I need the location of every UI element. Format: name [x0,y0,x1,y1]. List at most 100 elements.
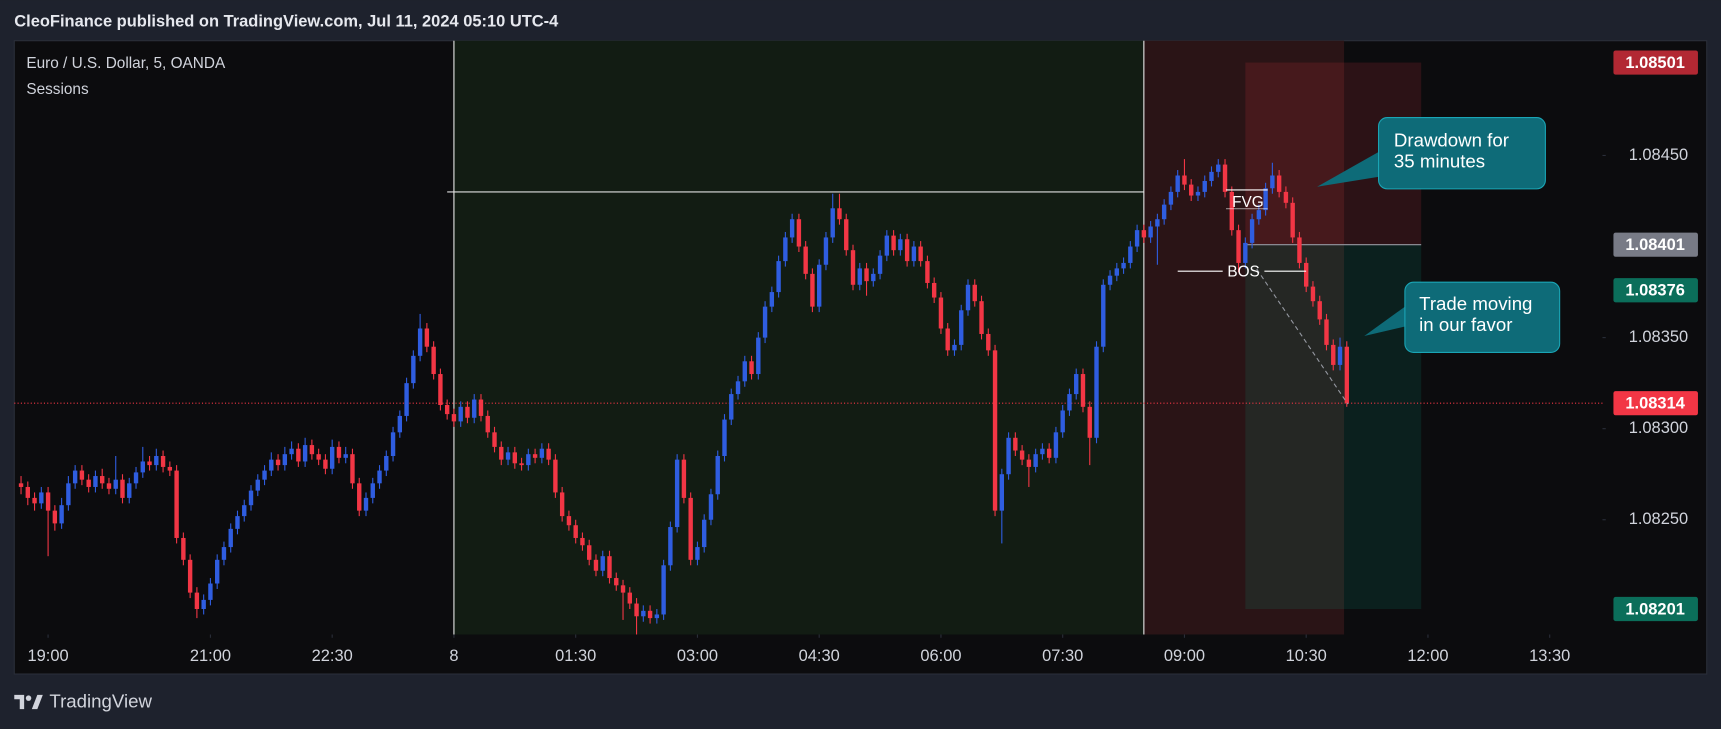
candle-body [140,461,145,473]
x-tick-label: 19:00 [27,647,68,665]
candle-body [499,446,504,460]
candle-body [485,415,490,433]
x-tick-label: 04:30 [799,647,840,665]
candle-body [1161,204,1167,220]
candle-body [708,494,714,520]
candle-body [1331,344,1336,365]
candle-body [458,406,463,422]
candle-body [566,516,572,526]
candle-body [539,448,545,458]
symbol-legend: Euro / U.S. Dollar, 5, OANDA [26,55,226,72]
candle-body [255,479,260,491]
x-tick-label: 13:30 [1529,647,1570,665]
candle-body [830,208,835,238]
candle-body [431,346,436,375]
candle-body [647,610,653,619]
candle-body [756,337,761,375]
x-tick-label: 06:00 [920,647,961,665]
candle-body [242,505,247,517]
candle-body [816,264,822,307]
candle-body [938,297,944,329]
candle-body [688,497,693,560]
callout-text: Trade moving [1419,293,1532,314]
candle-body [154,456,159,466]
candle-body [79,470,85,480]
x-tick-label: 03:00 [677,647,718,665]
candle-body [1229,191,1234,231]
candle-body [959,310,964,345]
candle-body [1087,406,1092,438]
callout-text: in our favor [1419,314,1512,335]
candle-body [1249,219,1255,243]
candle-body [546,448,551,460]
candle-body [762,306,768,338]
candle-body [492,432,497,447]
candle-body [93,476,98,487]
candle-body [451,414,457,422]
candle-body [600,556,605,571]
bos-label: BOS [1227,263,1259,280]
candle-body [674,459,680,528]
candle-body [113,479,118,489]
candle-body [309,445,315,455]
candle-body [641,610,646,617]
candle-body [532,454,538,458]
candle-body [32,497,37,504]
candle-body [66,483,71,506]
candle-body [1080,374,1086,407]
candle-body [25,486,30,498]
candle-body [1121,262,1126,269]
x-tick-label: 12:00 [1407,647,1448,665]
candle-body [1209,171,1214,181]
plot-area: 19:00 21:00 22:30 8 01:30 03:00 04:30 06:00 07:3… [14,40,1603,665]
x-tick-label: 09:00 [1164,647,1205,665]
candle-body [668,527,673,566]
candle-body [438,374,443,406]
candle-body [1222,164,1228,192]
candle-body [1243,242,1248,263]
candle-body [275,459,281,466]
candle-body [302,445,308,462]
candle-body [965,284,971,311]
candle-body [174,470,179,538]
candle-body [1168,191,1174,205]
candle-body [370,483,375,498]
candle-body [478,399,484,416]
candle-body [945,328,950,351]
candle-body [553,459,558,493]
logo-mark [31,694,43,710]
brand: TradingView [49,690,152,711]
candle-body [235,516,240,529]
candle-body [1155,219,1160,227]
candle-body [796,219,802,247]
candle-body [871,273,876,282]
x-tick-label: 22:30 [312,647,353,665]
candle-body [160,456,166,467]
candle-body [417,328,423,356]
indicator-legend: Sessions [26,81,89,98]
candle-body [695,547,700,560]
candle-body [404,383,409,416]
candle-body [377,470,382,484]
price-scale: 1.08450 1.08350 1.08300 1.08250 1.08501 1.084… [1602,50,1698,622]
candle-body [323,459,328,469]
candle-body [329,446,335,469]
callout-box [1404,281,1561,353]
session-band [453,40,1144,635]
candle-body [1148,226,1153,238]
candle-body [986,333,991,351]
candle-body [120,479,125,498]
price-tag [1613,596,1698,622]
candle-body [1337,346,1343,365]
candle-body [789,219,795,238]
trend-line [1256,268,1349,405]
candle-body [505,452,511,460]
y-tick-label: 1.08300 [1629,419,1688,437]
candle-body [1310,286,1316,302]
candle-body [999,474,1005,511]
candle-body [573,525,578,538]
candle-body [1297,237,1302,263]
candle-body [1141,230,1147,238]
candle-body [397,415,403,433]
candle-body [59,505,64,524]
